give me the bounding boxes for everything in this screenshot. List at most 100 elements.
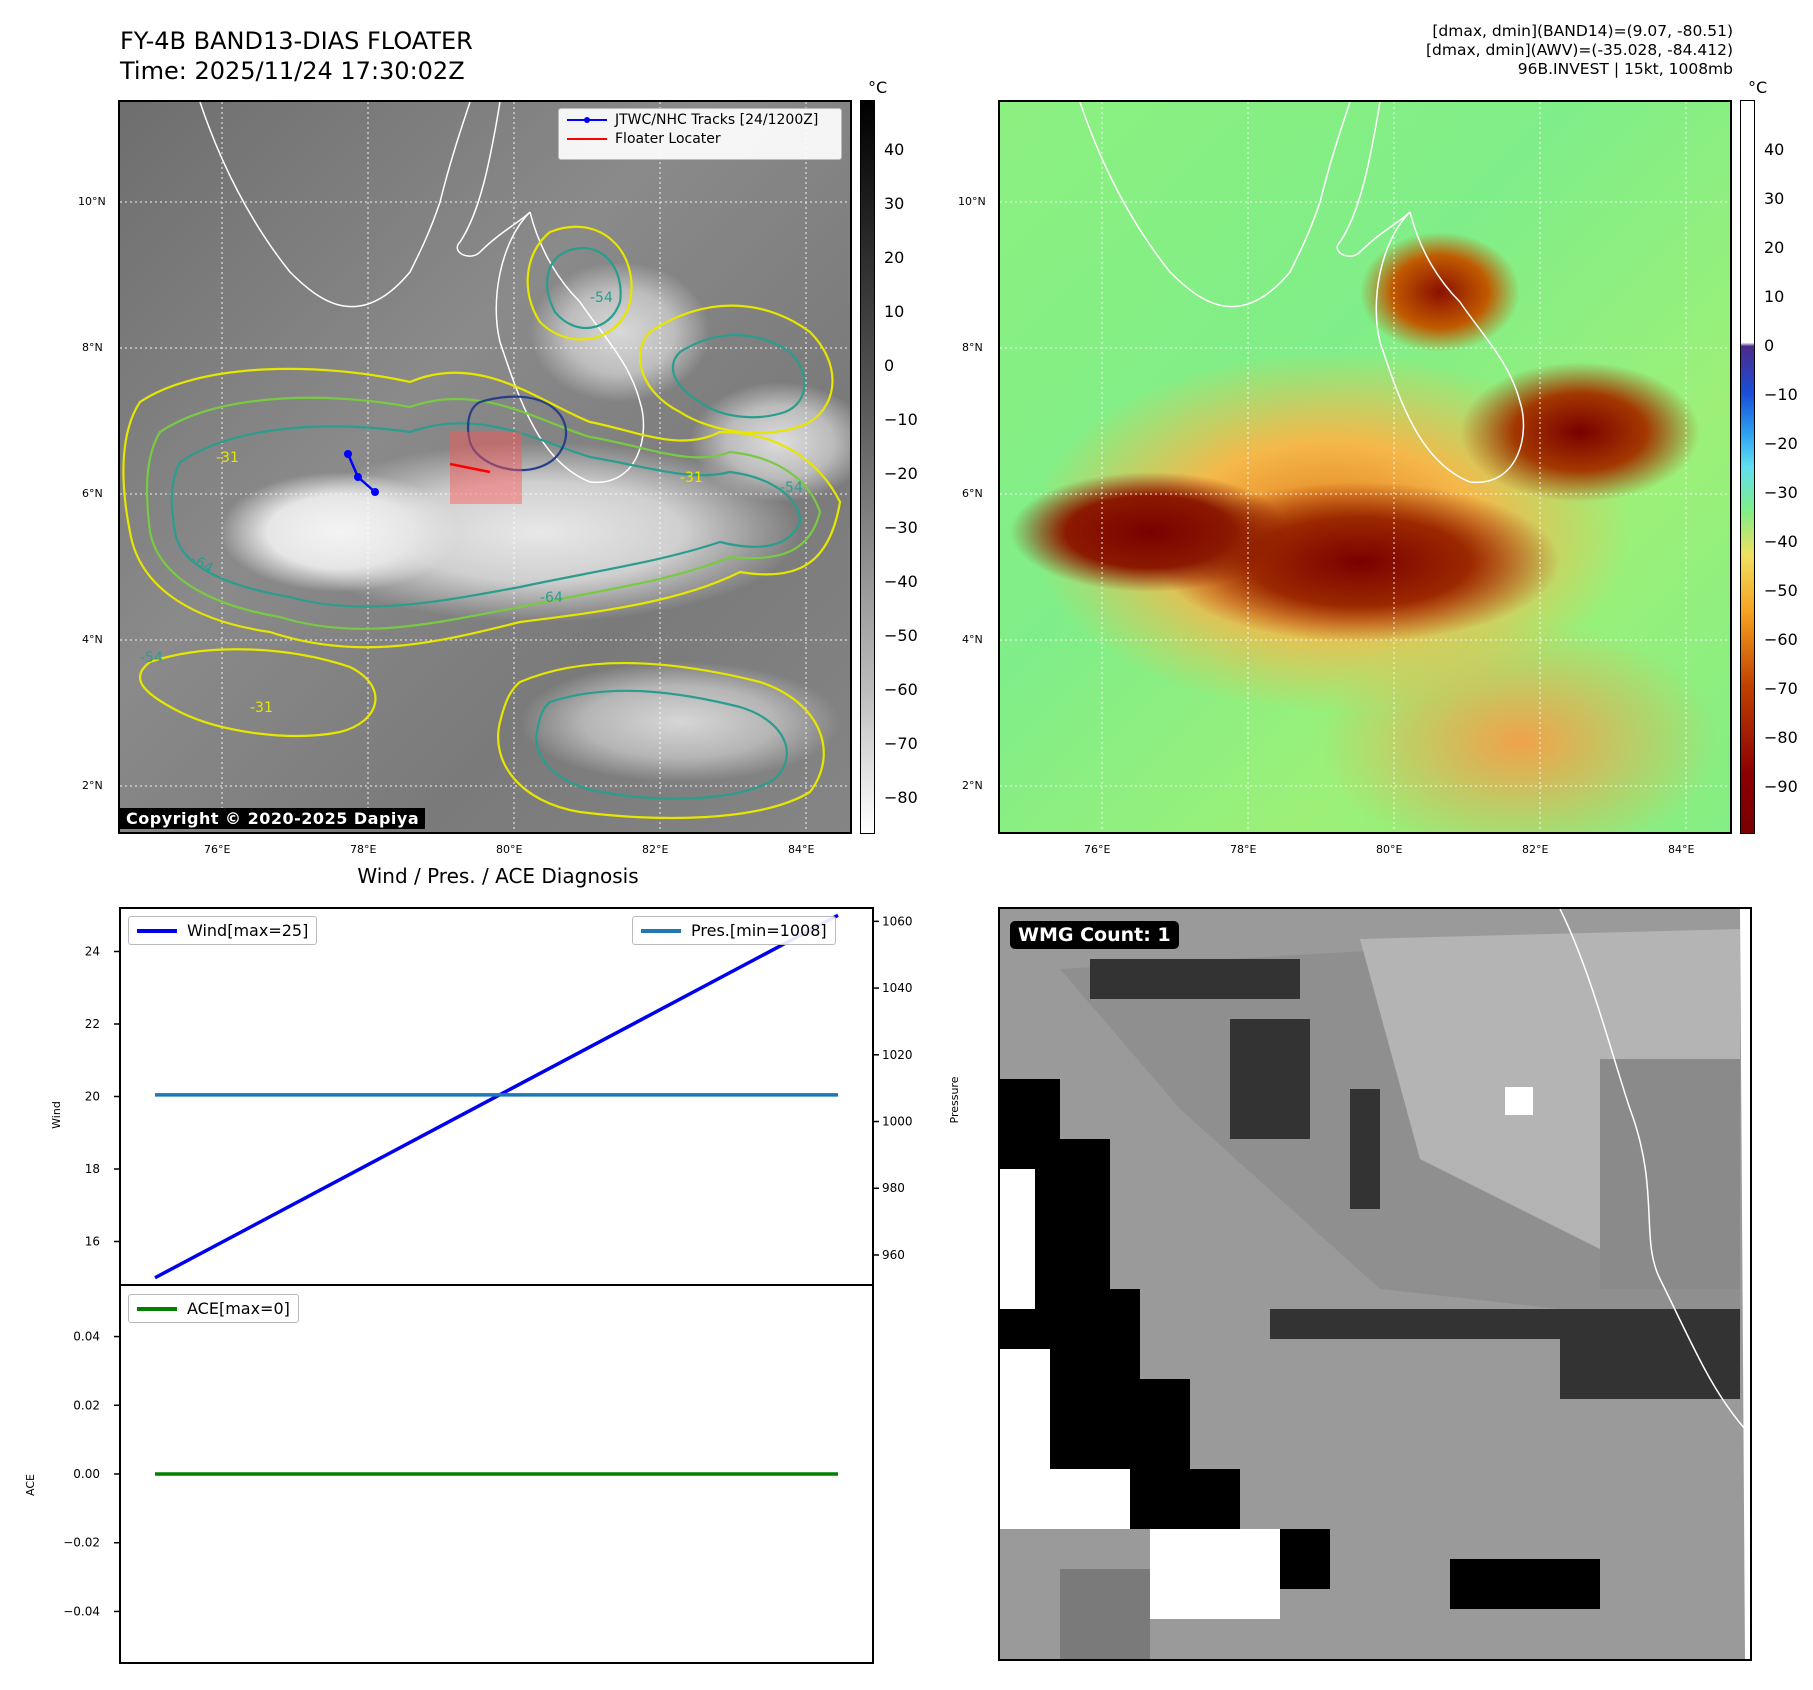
cb-tick: −80	[1764, 728, 1798, 747]
ir-colorbar	[860, 100, 875, 834]
cb-tick: −60	[884, 680, 918, 699]
tick-label: 0.00	[73, 1467, 100, 1481]
tick-label: 0.04	[73, 1330, 100, 1344]
contour-label: -31	[680, 470, 703, 486]
tick-label: −0.02	[63, 1536, 100, 1550]
contour-label: -31	[216, 450, 239, 466]
cb-tick: 10	[1764, 287, 1785, 306]
cb-tick: −50	[884, 626, 918, 645]
cb-tick: −10	[884, 410, 918, 429]
locater-legend-icon	[567, 138, 607, 140]
ace-legend-label: ACE[max=0]	[187, 1299, 290, 1318]
lon-label: 76°E	[1084, 843, 1111, 856]
pres-ticks: 1060 1040 1020 1000 980 960	[873, 914, 913, 1262]
lon-label: 76°E	[204, 843, 231, 856]
cb-tick: 20	[884, 248, 905, 267]
map-legend: JTWC/NHC Tracks [24/1200Z] Floater Locat…	[558, 108, 842, 160]
tick-label: −0.04	[63, 1604, 100, 1618]
lon-label: 78°E	[1230, 843, 1257, 856]
wmg-white-region	[1000, 1349, 1130, 1529]
wmg-dark-band	[1450, 1559, 1600, 1609]
lon-label: 84°E	[1668, 843, 1695, 856]
pressure-legend-swatch	[641, 928, 681, 933]
tick-label: 20	[85, 1090, 100, 1104]
lat-label: 4°N	[82, 633, 103, 646]
lat-label: 6°N	[82, 487, 103, 500]
awv-colorbar-ticks: 40 30 20 10 0 −10 −20 −30 −40 −50 −60 −7…	[1764, 140, 1809, 820]
diag-line-3: 96B.INVEST | 15kt, 1008mb	[1517, 60, 1733, 78]
cb-tick: 40	[884, 140, 905, 159]
legend-tracks-label: JTWC/NHC Tracks [24/1200Z]	[615, 112, 819, 128]
ir-colorbar-unit: °C	[868, 78, 888, 97]
tick-label: 24	[85, 945, 100, 959]
wmg-hot-pixel	[1505, 1087, 1533, 1115]
ir-colorbar-ticks: 40 30 20 10 0 −10 −20 −30 −40 −50 −60 −7…	[884, 140, 934, 820]
cb-tick: 10	[884, 302, 905, 321]
title-line-2: Time: 2025/11/24 17:30:02Z	[120, 57, 465, 85]
diagnostics-text: [dmax, dmin](BAND14)=(9.07, -80.51) [dma…	[1426, 22, 1733, 79]
awv-coastline	[1079, 102, 1525, 483]
track-point	[344, 450, 352, 458]
tick-label: 16	[85, 1235, 100, 1249]
cb-tick: −60	[1764, 630, 1798, 649]
cb-tick: −70	[884, 734, 918, 753]
track-point	[371, 488, 379, 496]
floater-locater-line	[449, 462, 491, 474]
lon-label: 78°E	[350, 843, 377, 856]
lon-label: 80°E	[496, 843, 523, 856]
lat-label: 2°N	[82, 779, 103, 792]
copyright-badge: Copyright © 2020-2025 Dapiya	[120, 808, 426, 829]
cb-tick: −20	[884, 464, 918, 483]
wmg-white-region	[1150, 1529, 1280, 1619]
awv-gridlines	[1000, 102, 1730, 832]
pressure-legend: Pres.[min=1008]	[632, 916, 836, 945]
ir-map: -31 -31 -31 -64 -64 -54 -54 -54 JTWC/NHC…	[118, 100, 852, 834]
cb-tick: −40	[1764, 532, 1798, 551]
wmg-white-region	[1000, 1169, 1035, 1309]
tick-label: 1000	[882, 1115, 913, 1129]
tick-label: 960	[882, 1248, 905, 1262]
cb-tick: −50	[1764, 581, 1798, 600]
lat-label: 2°N	[962, 779, 983, 792]
tick-label: 1020	[882, 1048, 913, 1062]
lon-label: 84°E	[788, 843, 815, 856]
cb-tick: −30	[1764, 483, 1798, 502]
jtwc-track	[346, 453, 376, 493]
ir-map-overlay: -31 -31 -31 -64 -64 -54 -54 -54	[120, 102, 850, 832]
lon-label: 82°E	[642, 843, 669, 856]
contour-label: -31	[250, 700, 273, 716]
cb-tick: 20	[1764, 238, 1785, 257]
diag-line-2: [dmax, dmin](AWV)=(-35.028, -84.412)	[1426, 41, 1733, 59]
wmg-region	[1060, 1569, 1150, 1659]
lat-label: 10°N	[78, 195, 106, 208]
cb-tick: −20	[1764, 434, 1798, 453]
floater-box	[450, 432, 522, 504]
track-legend-icon	[567, 117, 607, 123]
contour-label: -54	[590, 290, 613, 306]
legend-locater-label: Floater Locater	[615, 131, 721, 147]
wmg-dark-band	[1230, 1019, 1310, 1139]
tick-label: 1040	[882, 981, 913, 995]
wmg-dark-band	[1270, 1309, 1740, 1399]
ace-ylabel: ACE	[24, 1474, 37, 1496]
contours	[122, 225, 842, 820]
cb-tick: −80	[884, 788, 918, 807]
wmg-dark-band	[1350, 1089, 1380, 1209]
wind-legend-label: Wind[max=25]	[187, 921, 309, 940]
awv-map-overlay	[1000, 102, 1730, 832]
wind-legend-swatch	[137, 928, 177, 933]
wmg-coastline	[1559, 909, 1746, 1430]
map-gridlines	[120, 102, 850, 832]
cb-tick: −10	[1764, 385, 1798, 404]
title-line-1: FY-4B BAND13-DIAS FLOATER	[120, 27, 473, 55]
wmg-region	[1600, 1059, 1740, 1289]
awv-map	[998, 100, 1732, 834]
contour-label: -54	[140, 650, 163, 666]
cb-tick: −90	[1764, 777, 1798, 796]
lat-label: 10°N	[958, 195, 986, 208]
wmg-image	[1000, 909, 1750, 1659]
cb-tick: −40	[884, 572, 918, 591]
tick-label: 18	[85, 1162, 100, 1176]
wind-ylabel: Wind	[50, 1101, 63, 1129]
